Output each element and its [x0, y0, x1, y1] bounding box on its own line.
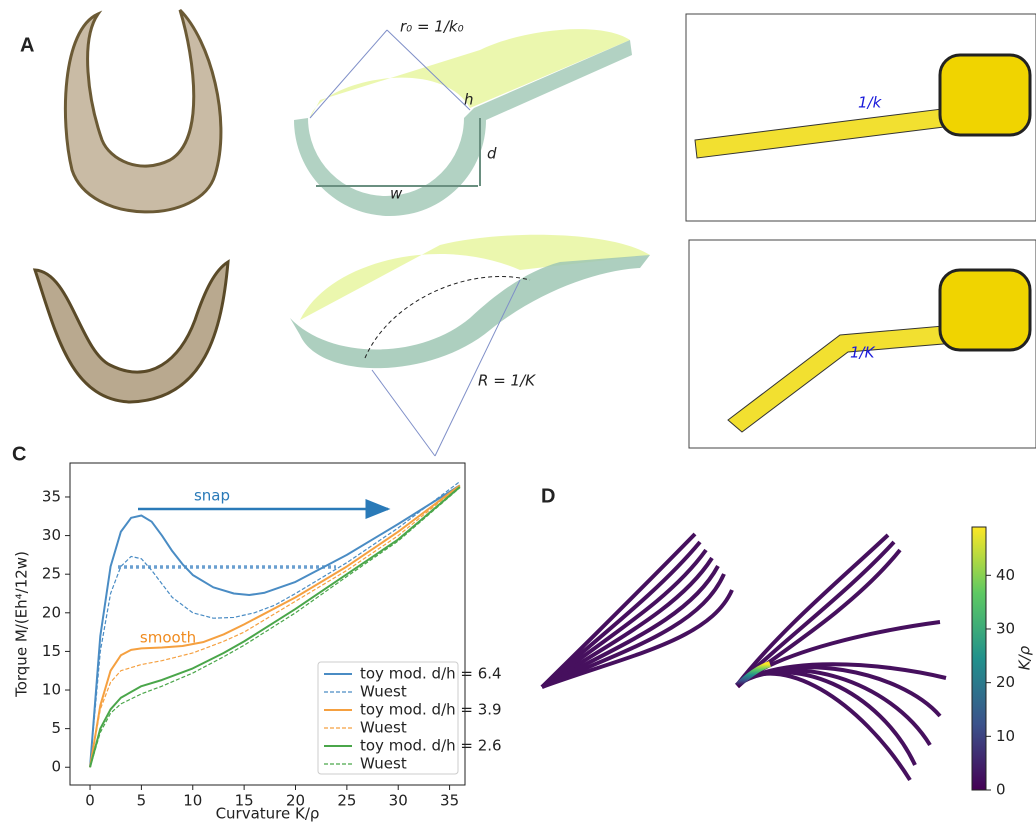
guide: [309, 29, 388, 119]
guide: [434, 279, 521, 457]
x-tick-label: 20: [286, 792, 305, 810]
annotation: w: [390, 185, 403, 203]
x-tick-label: 25: [337, 792, 356, 810]
x-tick-label: 5: [137, 792, 147, 810]
annotation: r₀ = 1/k₀: [400, 18, 464, 36]
series-line: [89, 484, 461, 768]
legend-label: Wuest: [360, 755, 407, 773]
colorbar-tick-label: 0: [996, 781, 1006, 799]
panel-label: D: [541, 485, 555, 507]
x-tick-label: 10: [183, 792, 202, 810]
x-axis-label: Curvature K/ρ: [216, 805, 320, 823]
strip: [735, 540, 896, 687]
annotation: smooth: [140, 629, 196, 647]
strip: [540, 556, 714, 689]
annotation: 1/K: [850, 344, 876, 362]
strip: [735, 671, 912, 782]
leaf-section: [63, 8, 223, 214]
tape-case: [938, 268, 1032, 352]
y-tick-label: 15: [42, 642, 61, 660]
y-tick-label: 35: [42, 487, 61, 505]
strip: [735, 668, 932, 747]
y-tick-label: 0: [51, 758, 61, 776]
strip: [540, 548, 708, 689]
series-line: [89, 484, 461, 768]
legend-label: toy mod. d/h = 3.9: [360, 701, 502, 719]
shell-surface: [310, 29, 630, 119]
y-tick-label: 20: [42, 603, 61, 621]
legend-box: [317, 661, 459, 775]
strip: [541, 573, 726, 689]
strip: [540, 540, 702, 689]
x-tick-label: 30: [389, 792, 408, 810]
strip-root: [734, 661, 772, 689]
colorbar-tick-label: 10: [996, 727, 1015, 745]
guide: [364, 276, 531, 359]
strip: [735, 533, 890, 687]
y-tick-label: 10: [42, 681, 61, 699]
tape-case: [938, 53, 1032, 137]
strip: [540, 532, 697, 689]
y-axis-label: Torque M/(Eh⁴/12w): [13, 551, 31, 698]
legend-label: toy mod. d/h = 2.6: [360, 737, 502, 755]
colorbar-label: K/ρ: [1016, 645, 1034, 670]
x-tick-label: 0: [85, 792, 95, 810]
annotation: R = 1/K: [478, 372, 536, 390]
series-line: [89, 481, 461, 768]
shell-band: [294, 40, 632, 216]
x-tick-label: 15: [235, 792, 254, 810]
guide: [386, 29, 471, 111]
series-line: [89, 484, 461, 768]
annotation: 1/k: [858, 94, 883, 112]
plot-frame: [69, 462, 466, 786]
leaf-section: [32, 259, 230, 404]
panel-label: A: [20, 34, 34, 56]
shell-surface: [300, 234, 650, 320]
legend-label: Wuest: [360, 683, 407, 701]
strip-group: [540, 532, 947, 782]
y-tick-label: 30: [42, 526, 61, 544]
annotation: snap: [194, 487, 230, 505]
annotation: d: [487, 145, 497, 163]
y-tick-label: 25: [42, 565, 61, 583]
legend-label: Wuest: [360, 719, 407, 737]
x-tick-label: 35: [440, 792, 459, 810]
colorbar-tick-label: 40: [996, 566, 1015, 584]
colorbar-tick-label: 20: [996, 673, 1015, 691]
series-line: [89, 487, 461, 768]
shell-band: [290, 255, 650, 369]
y-tick-label: 5: [51, 719, 61, 737]
panel-label: C: [12, 443, 26, 465]
legend-label: toy mod. d/h = 6.4: [360, 665, 502, 683]
colorbar: [971, 526, 987, 791]
colorbar-tick-label: 30: [996, 619, 1015, 637]
guide: [371, 369, 436, 457]
annotation: h: [464, 91, 474, 109]
series-line: [89, 486, 461, 768]
strip: [541, 565, 720, 689]
strip: [541, 589, 734, 689]
